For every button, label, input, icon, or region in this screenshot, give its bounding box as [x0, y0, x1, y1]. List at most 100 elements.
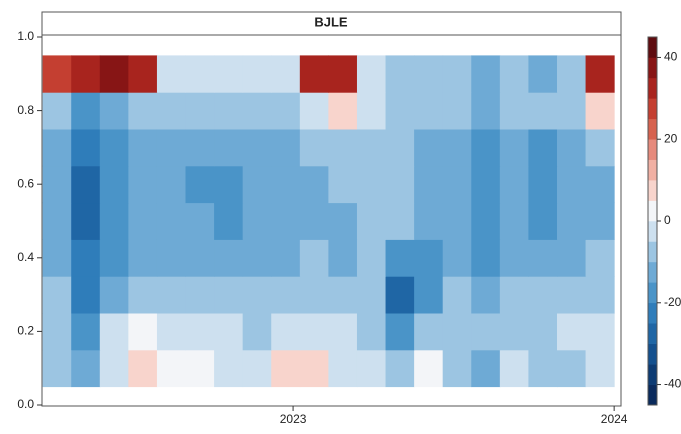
- heat-cell: [499, 276, 529, 314]
- chart-title: BJLE: [314, 14, 348, 29]
- heat-cell: [499, 239, 529, 277]
- heat-cell: [214, 349, 244, 388]
- heat-cell: [442, 276, 472, 314]
- heat-cell: [128, 202, 158, 240]
- heat-cell: [242, 202, 272, 240]
- heat-cell: [556, 55, 587, 93]
- heat-cell: [328, 55, 358, 93]
- colorbar-segment: [648, 364, 657, 385]
- colorbar-segment: [648, 302, 657, 324]
- heat-cell: [328, 165, 358, 204]
- heat-cell: [99, 55, 129, 93]
- heat-cell: [71, 313, 101, 351]
- heat-cell: [385, 129, 415, 167]
- heat-cell: [271, 55, 301, 93]
- heat-cell: [385, 313, 415, 351]
- heat-cell: [185, 239, 215, 277]
- heat-cell: [471, 165, 501, 204]
- colorbar-segment: [648, 37, 657, 58]
- colorbar-tick-label: 0: [664, 213, 671, 227]
- y-tick-label: 0.0: [17, 397, 34, 411]
- heat-cell: [528, 92, 558, 130]
- heat-cell: [299, 129, 329, 167]
- heat-cell: [71, 202, 101, 240]
- heat-cell: [385, 165, 415, 204]
- heat-cell: [385, 92, 415, 130]
- heat-cell: [556, 129, 587, 167]
- heat-cell: [442, 165, 472, 204]
- heat-cell: [42, 202, 72, 240]
- heat-cell: [214, 165, 244, 204]
- heat-cell: [214, 276, 244, 314]
- heat-cell: [214, 92, 244, 130]
- heat-cell: [128, 129, 158, 167]
- heat-cell: [299, 313, 329, 351]
- heat-cell: [499, 129, 529, 167]
- heat-cell: [356, 313, 387, 351]
- heat-cell: [242, 129, 272, 167]
- heat-cell: [71, 349, 101, 388]
- heat-cell: [42, 129, 72, 167]
- heat-cell: [271, 276, 301, 314]
- heat-cell: [556, 276, 587, 314]
- heat-cell: [556, 313, 587, 351]
- heatmap: [42, 55, 615, 388]
- heat-cell: [471, 276, 501, 314]
- heat-cell: [214, 55, 244, 93]
- colorbar-segment: [648, 343, 657, 365]
- y-tick-label: 0.2: [17, 324, 34, 338]
- heat-cell: [128, 55, 158, 93]
- heat-cell: [242, 55, 272, 93]
- colorbar-segment: [648, 77, 657, 99]
- heat-cell: [299, 165, 329, 204]
- colorbar-segment: [648, 118, 657, 140]
- heat-cell: [299, 276, 329, 314]
- heat-cell: [156, 92, 187, 130]
- heat-cell: [499, 165, 529, 204]
- heat-cell: [442, 129, 472, 167]
- heat-cell: [271, 313, 301, 351]
- heat-cell: [556, 92, 587, 130]
- heat-cell: [42, 165, 72, 204]
- heat-cell: [356, 239, 387, 277]
- heat-cell: [471, 92, 501, 130]
- heat-cell: [242, 92, 272, 130]
- heat-cell: [528, 129, 558, 167]
- colorbar-tick-label: -20: [664, 295, 681, 309]
- heat-cell: [242, 349, 272, 388]
- heat-cell: [128, 239, 158, 277]
- heat-cell: [271, 349, 301, 388]
- heat-cell: [156, 165, 187, 204]
- heat-cell: [185, 349, 215, 388]
- heat-cell: [242, 276, 272, 314]
- heat-cell: [471, 239, 501, 277]
- heat-cell: [42, 276, 72, 314]
- heat-cell: [528, 165, 558, 204]
- heat-cell: [556, 202, 587, 240]
- heat-cell: [42, 313, 72, 351]
- colorbar-segment: [648, 139, 657, 160]
- heat-cell: [128, 349, 158, 388]
- colorbar-tick-label: -40: [664, 377, 681, 391]
- heat-cell: [156, 313, 187, 351]
- colorbar-segment: [648, 282, 657, 304]
- heat-cell: [471, 313, 501, 351]
- heat-cell: [271, 129, 301, 167]
- heat-cell: [99, 349, 129, 388]
- heat-cell: [471, 129, 501, 167]
- heat-cell: [414, 239, 444, 277]
- heat-cell: [71, 239, 101, 277]
- heat-cell: [442, 202, 472, 240]
- heat-cell: [242, 239, 272, 277]
- heat-cell: [385, 349, 415, 388]
- heat-cell: [528, 202, 558, 240]
- heat-cell: [585, 239, 615, 277]
- heat-cell: [356, 276, 387, 314]
- heat-cell: [528, 276, 558, 314]
- x-tick-label: 2023: [280, 412, 307, 426]
- heat-cell: [414, 276, 444, 314]
- heat-cell: [585, 92, 615, 130]
- heat-cell: [299, 349, 329, 388]
- heat-cell: [328, 313, 358, 351]
- heat-cell: [214, 313, 244, 351]
